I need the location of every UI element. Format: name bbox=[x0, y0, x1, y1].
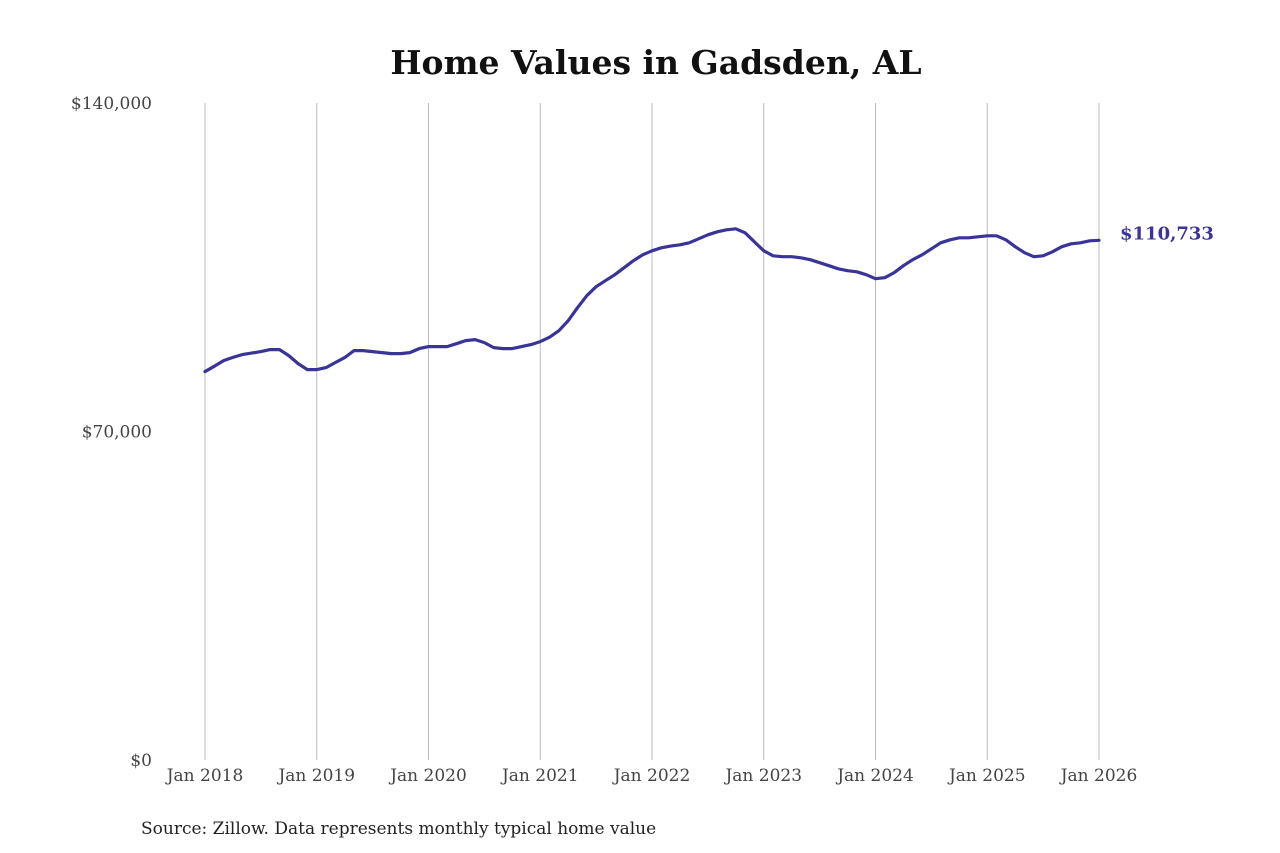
y-tick-label: $0 bbox=[130, 751, 152, 771]
gridlines bbox=[204, 103, 1100, 760]
x-tick-label: Jan 2021 bbox=[500, 766, 579, 786]
end-value-label: $110,733 bbox=[1120, 223, 1214, 244]
source-note: Source: Zillow. Data represents monthly … bbox=[141, 819, 656, 839]
x-tick-label: Jan 2019 bbox=[276, 766, 355, 786]
x-tick-label: Jan 2022 bbox=[612, 766, 691, 786]
x-tick-label: Jan 2024 bbox=[835, 766, 914, 786]
x-tick-label: Jan 2026 bbox=[1059, 766, 1138, 786]
x-tick-label: Jan 2025 bbox=[947, 766, 1026, 786]
series-line bbox=[203, 227, 1101, 374]
y-tick-label: $140,000 bbox=[71, 94, 152, 114]
chart-title: Home Values in Gadsden, AL bbox=[390, 43, 921, 82]
y-tick-label: $70,000 bbox=[82, 423, 152, 443]
x-tick-label: Jan 2023 bbox=[723, 766, 802, 786]
y-axis: $0 $70,000 $140,000 bbox=[71, 94, 152, 771]
x-tick-label: Jan 2020 bbox=[388, 766, 467, 786]
x-tick-label: Jan 2018 bbox=[165, 766, 244, 786]
series-lines bbox=[203, 227, 1101, 374]
x-axis: Jan 2018 Jan 2019 Jan 2020 Jan 2021 Jan 2022… bbox=[165, 766, 1138, 786]
